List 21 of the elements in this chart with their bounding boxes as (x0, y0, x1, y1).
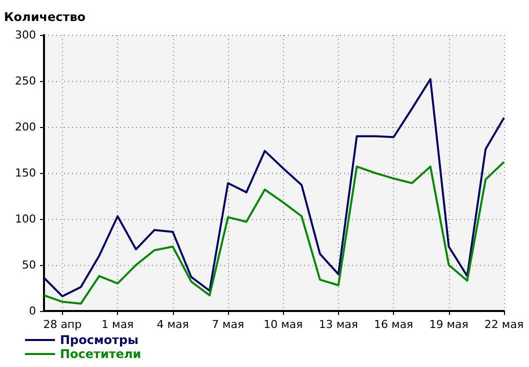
line-series (43, 160, 505, 305)
x-tick-label: 10 мая (264, 318, 303, 331)
x-tick-label: 28 апр (43, 318, 82, 331)
x-tick-label: 1 мая (102, 318, 134, 331)
x-tick-label: 22 мая (484, 318, 524, 331)
legend-label: Просмотры (60, 333, 138, 347)
y-axis-title: Количество (4, 10, 86, 24)
x-tick-label: 19 мая (429, 318, 468, 331)
y-tick-label: 50 (22, 258, 36, 272)
y-tick-label: 300 (15, 28, 36, 42)
legend-label: Посетители (60, 347, 142, 361)
line-series (43, 78, 505, 298)
y-tick-label: 150 (15, 166, 36, 180)
x-tick-label: 13 мая (318, 318, 358, 331)
y-tick-label: 100 (15, 212, 36, 226)
y-tick-label: 0 (29, 304, 36, 318)
x-tick-label: 4 мая (156, 318, 189, 331)
x-tick-label: 7 мая (212, 318, 244, 331)
y-tick-label: 200 (15, 120, 36, 134)
x-tick-label: 16 мая (374, 318, 414, 331)
y-tick-label: 250 (15, 74, 36, 88)
